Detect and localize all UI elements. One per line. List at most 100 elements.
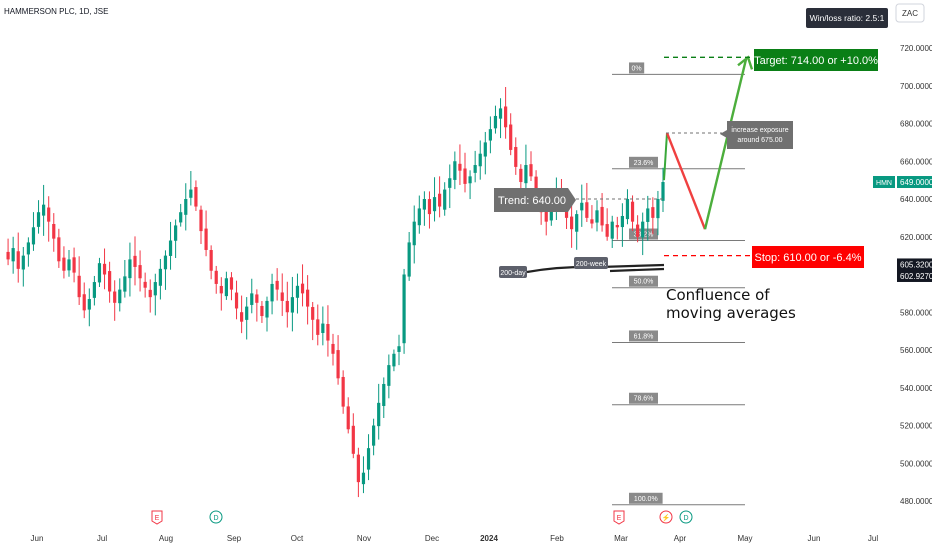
increase-exposure-note: increase exposure around 675.00: [720, 121, 793, 149]
ma-200day-label: 200-day: [499, 266, 527, 278]
candle-body: [651, 207, 655, 218]
candle-body: [321, 323, 325, 334]
candle-body: [184, 199, 188, 215]
candle-body: [417, 208, 421, 226]
fib-label-bg: [629, 492, 663, 504]
fib-label-bg: [629, 275, 658, 287]
candle-body: [280, 292, 284, 301]
y-tick-label: 480.0000: [900, 497, 932, 506]
x-tick-label: Jul: [868, 534, 878, 543]
candle-body: [412, 221, 416, 246]
candle-body: [590, 219, 594, 224]
fib-label: 78.6%: [634, 396, 654, 403]
currency-label: ZAC: [902, 9, 918, 18]
currency-button[interactable]: ZAC: [895, 3, 925, 23]
price-tag-label: 649.0000: [900, 178, 932, 187]
price-tag-bg: [897, 258, 932, 271]
candle-body: [636, 224, 640, 237]
candle-body: [21, 255, 25, 270]
candle-body: [346, 406, 350, 430]
candle-body: [174, 225, 178, 241]
candle-body: [189, 189, 193, 198]
fib-label-bg: [629, 156, 658, 168]
candle-body: [514, 146, 518, 167]
candle-body: [529, 164, 533, 177]
candle-body: [473, 165, 477, 173]
x-tick-label: Jun: [31, 534, 44, 543]
candle-body: [656, 199, 660, 219]
candle-body: [468, 176, 472, 184]
candle-body: [179, 212, 183, 223]
candle-body: [229, 277, 234, 290]
candle-body: [240, 312, 244, 322]
candle-body: [72, 257, 76, 273]
ticker-text: HMN: [876, 180, 892, 187]
candle-body: [595, 210, 599, 223]
y-tick-label: 500.0000: [900, 459, 932, 468]
price-tag-label: 605.3200: [900, 260, 932, 269]
x-tick-label: Sep: [227, 534, 242, 543]
candle-body: [158, 268, 162, 286]
x-axis: Jun Jul Aug Sep Oct Nov Dec 2024 Feb Mar Apr May Jun…: [31, 534, 879, 543]
candle-body: [585, 202, 589, 218]
candle-body: [214, 270, 218, 284]
fib-label-bg: [629, 62, 645, 74]
candle-body: [549, 204, 553, 221]
candle-body: [625, 199, 630, 220]
x-tick-label: Feb: [550, 534, 564, 543]
candle-body: [397, 346, 401, 352]
y-tick-label: 640.0000: [900, 195, 932, 204]
candle-body: [377, 402, 381, 427]
earnings-marker: [151, 510, 163, 525]
candle-body: [194, 187, 198, 207]
fib-label-bg: [629, 392, 658, 404]
symbol-title: HAMMERSON PLC, 1D, JSE: [4, 7, 108, 16]
candle-body: [87, 299, 91, 310]
candle-body: [290, 297, 294, 313]
candle-body: [168, 240, 173, 256]
candle-body: [148, 289, 152, 298]
event-marker-label: D: [683, 515, 688, 522]
candle-body: [478, 153, 482, 167]
candle-body: [580, 202, 584, 211]
candle-body: [620, 215, 624, 228]
candle-body: [331, 343, 335, 354]
y-tick-label: 680.0000: [900, 120, 932, 129]
candle-body: [102, 263, 107, 275]
proj-up-2: [703, 59, 748, 230]
candle-body: [326, 323, 330, 341]
candlestick-series: [6, 87, 665, 498]
candle-body: [62, 257, 66, 271]
candle-body: [661, 182, 665, 201]
stop-label: Stop: 610.00 or -6.4%: [752, 246, 864, 268]
x-tick-label: Aug: [159, 534, 173, 543]
candle-body: [316, 319, 320, 335]
candle-body: [488, 129, 492, 141]
candle-body: [524, 165, 528, 184]
candle-body: [336, 350, 340, 379]
candle-body: [575, 214, 579, 232]
trend-label: Trend: 640.00: [494, 188, 576, 212]
candle-body: [458, 163, 462, 171]
proj-up-1: [663, 132, 668, 181]
fib-label: 61.8%: [634, 333, 654, 340]
fib-label-bg: [629, 330, 658, 342]
ma-200week-label: 200-week: [574, 257, 608, 269]
candle-body: [204, 228, 208, 250]
candle-body: [113, 291, 117, 303]
x-tick-label: Apr: [674, 534, 687, 543]
y-tick-label: 580.0000: [900, 308, 932, 317]
candle-body: [615, 224, 619, 228]
candle-body: [42, 204, 46, 216]
candle-body: [402, 274, 406, 344]
candle-body: [224, 278, 228, 297]
event-marker-label: E: [155, 515, 160, 522]
candle-body: [509, 124, 513, 150]
candle-body: [153, 282, 157, 296]
proj-down: [665, 132, 707, 230]
candle-body: [463, 168, 467, 184]
candle-body: [255, 294, 259, 303]
candle-body: [392, 353, 396, 367]
